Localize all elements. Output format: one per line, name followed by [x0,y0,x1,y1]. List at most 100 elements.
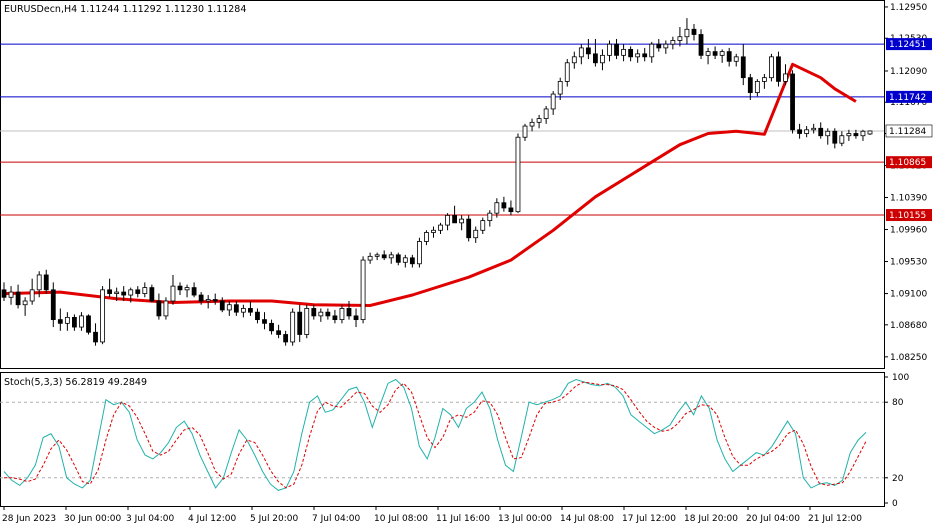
candle-body [719,51,725,56]
candle-body [628,48,634,58]
candle-body [466,218,472,239]
candle-body [557,80,563,95]
candle-body [163,300,169,317]
support-badge-label: 1.10865 [889,158,926,168]
candle-body [388,254,394,259]
candle-body [212,299,218,302]
candle-body [635,53,641,58]
price-pane-border [0,0,885,369]
stochastic-pane[interactable]: Stoch(5,3,3) 56.2819 49.2849 100 80 20 0 [0,372,909,510]
candle-body [860,130,866,137]
candle-body [374,254,380,257]
candle-body [846,133,852,137]
candle-body [290,311,296,343]
current-price-badge [885,124,933,138]
candle-body [501,202,507,209]
candle-body [86,315,91,333]
candle-body [191,287,197,296]
candle-body [452,214,458,224]
support-badge-label: 1.10155 [889,211,926,221]
time-tick-label: 3 Jul 04:00 [126,514,175,524]
candle-body [346,308,352,317]
time-tick-label: 28 Jun 2023 [2,514,56,524]
candle-body [402,257,408,263]
candle-body [550,93,556,110]
stoch-tick-label: 80 [892,398,904,408]
candle-body [607,43,612,56]
candle-body [515,136,521,213]
price-tick-label: 1.09530 [890,258,927,268]
price-badges: 1.12451 1.11742 1.10865 1.10155 1.11284 [885,38,933,222]
candle-body [790,73,795,131]
candle-body [156,300,162,317]
candle-body [818,127,824,137]
time-tick-label: 13 Jul 00:00 [498,514,552,524]
time-tick-label: 14 Jul 08:00 [560,514,614,524]
candle-body [740,56,746,79]
candle-body [93,331,98,343]
candle-body [57,319,63,324]
price-pane[interactable]: EURUSDecn,H4 1.11244 1.11292 1.11230 1.1… [0,0,933,369]
resistance-badge [886,38,932,51]
candle-body [684,28,690,38]
candle-body [726,51,732,62]
candle-body [135,289,141,294]
candle-body [72,316,77,328]
candle-body [578,47,584,58]
candle-body [367,255,373,261]
resistance-badge-label: 1.11742 [889,93,926,103]
candle-body [22,300,28,306]
candle-body [262,319,267,324]
candle-body [36,274,42,291]
candle-body [64,316,70,324]
candle-body [395,254,401,263]
candle-body [698,34,704,56]
candle-body [438,224,443,231]
candle-body [649,43,655,58]
price-tick-label: 1.12090 [890,67,927,77]
candle-body [853,133,859,137]
chart-title: EURUSDecn,H4 1.11244 1.11292 1.11230 1.1… [4,4,246,15]
candle-body [79,315,84,328]
candle-body [353,315,359,321]
candle-body [593,53,598,64]
candle-body [705,51,711,56]
candle-body [712,51,718,56]
candle-body [409,257,415,265]
candle-body [248,308,253,313]
candle-body [283,334,289,343]
price-tick-label: 1.10390 [890,194,927,204]
candle-body [747,77,753,93]
candle-body [240,308,246,313]
candle-body [332,315,338,321]
time-axis: 28 Jun 2023 30 Jun 00:00 3 Jul 04:00 4 Jul … [2,506,862,524]
time-tick-label: 20 Jul 04:00 [746,514,800,524]
candle-body [529,121,535,127]
candles [1,18,873,346]
candle-body [867,130,873,135]
price-tick-label: 1.09960 [890,226,927,236]
time-tick-label: 7 Jul 04:00 [312,514,361,524]
candle-body [543,108,549,120]
support-badge [886,156,932,169]
candle-body [226,304,232,311]
candle-body [473,229,479,239]
time-tick-label: 21 Jul 12:00 [808,514,862,524]
price-tick-label: 1.08250 [890,353,927,363]
candle-body [621,48,626,56]
candle-body [339,308,345,321]
candle-body [754,80,760,93]
candle-body [656,43,662,49]
stoch-pane-border [0,372,885,507]
candle-body [360,259,366,321]
stoch-axis: 100 80 20 0 [884,373,909,509]
candle-body [142,287,148,294]
candle-body [50,289,56,321]
time-tick-label: 11 Jul 16:00 [436,514,490,524]
candle-body [170,285,176,302]
candle-body [536,118,542,123]
stoch-title: Stoch(5,3,3) 56.2819 49.2849 [4,377,147,388]
candle-body [128,289,134,296]
candle-body [121,291,127,296]
